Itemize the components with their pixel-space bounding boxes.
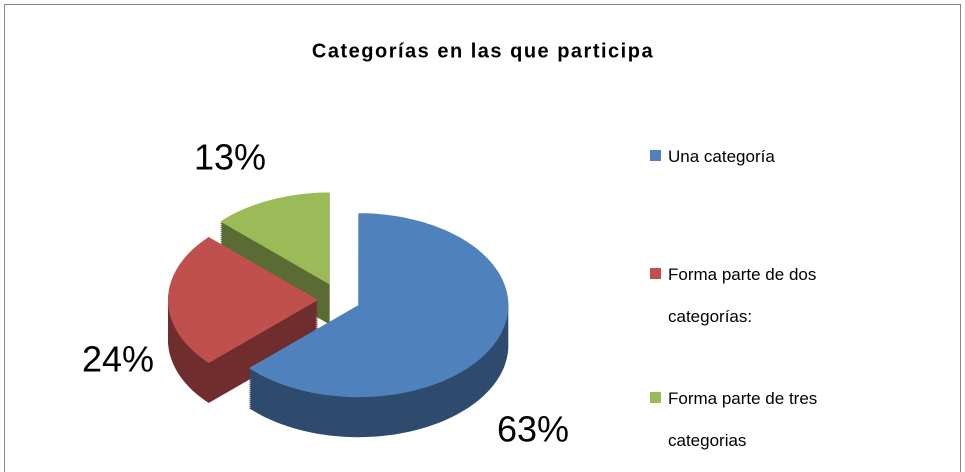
slice [249, 213, 509, 398]
legend-label: Una categoría [668, 147, 775, 166]
chart-title: Categorías en las que participa [312, 40, 654, 62]
legend-swatch [650, 392, 661, 403]
data-label: 24% [82, 339, 154, 380]
data-label: 63% [497, 409, 569, 450]
legend-item: Una categoría [650, 136, 880, 178]
data-label: 13% [194, 137, 266, 178]
slice [168, 237, 318, 363]
slice [220, 192, 330, 285]
legend-item: Forma parte de dos categorías: [650, 254, 880, 338]
legend-swatch [650, 268, 661, 279]
legend-label: Forma parte de tres categorias [668, 389, 818, 450]
legend-swatch [650, 150, 661, 161]
legend-item: Forma parte de tres categorias [650, 378, 880, 462]
legend-label: Forma parte de dos categorías: [668, 265, 817, 326]
